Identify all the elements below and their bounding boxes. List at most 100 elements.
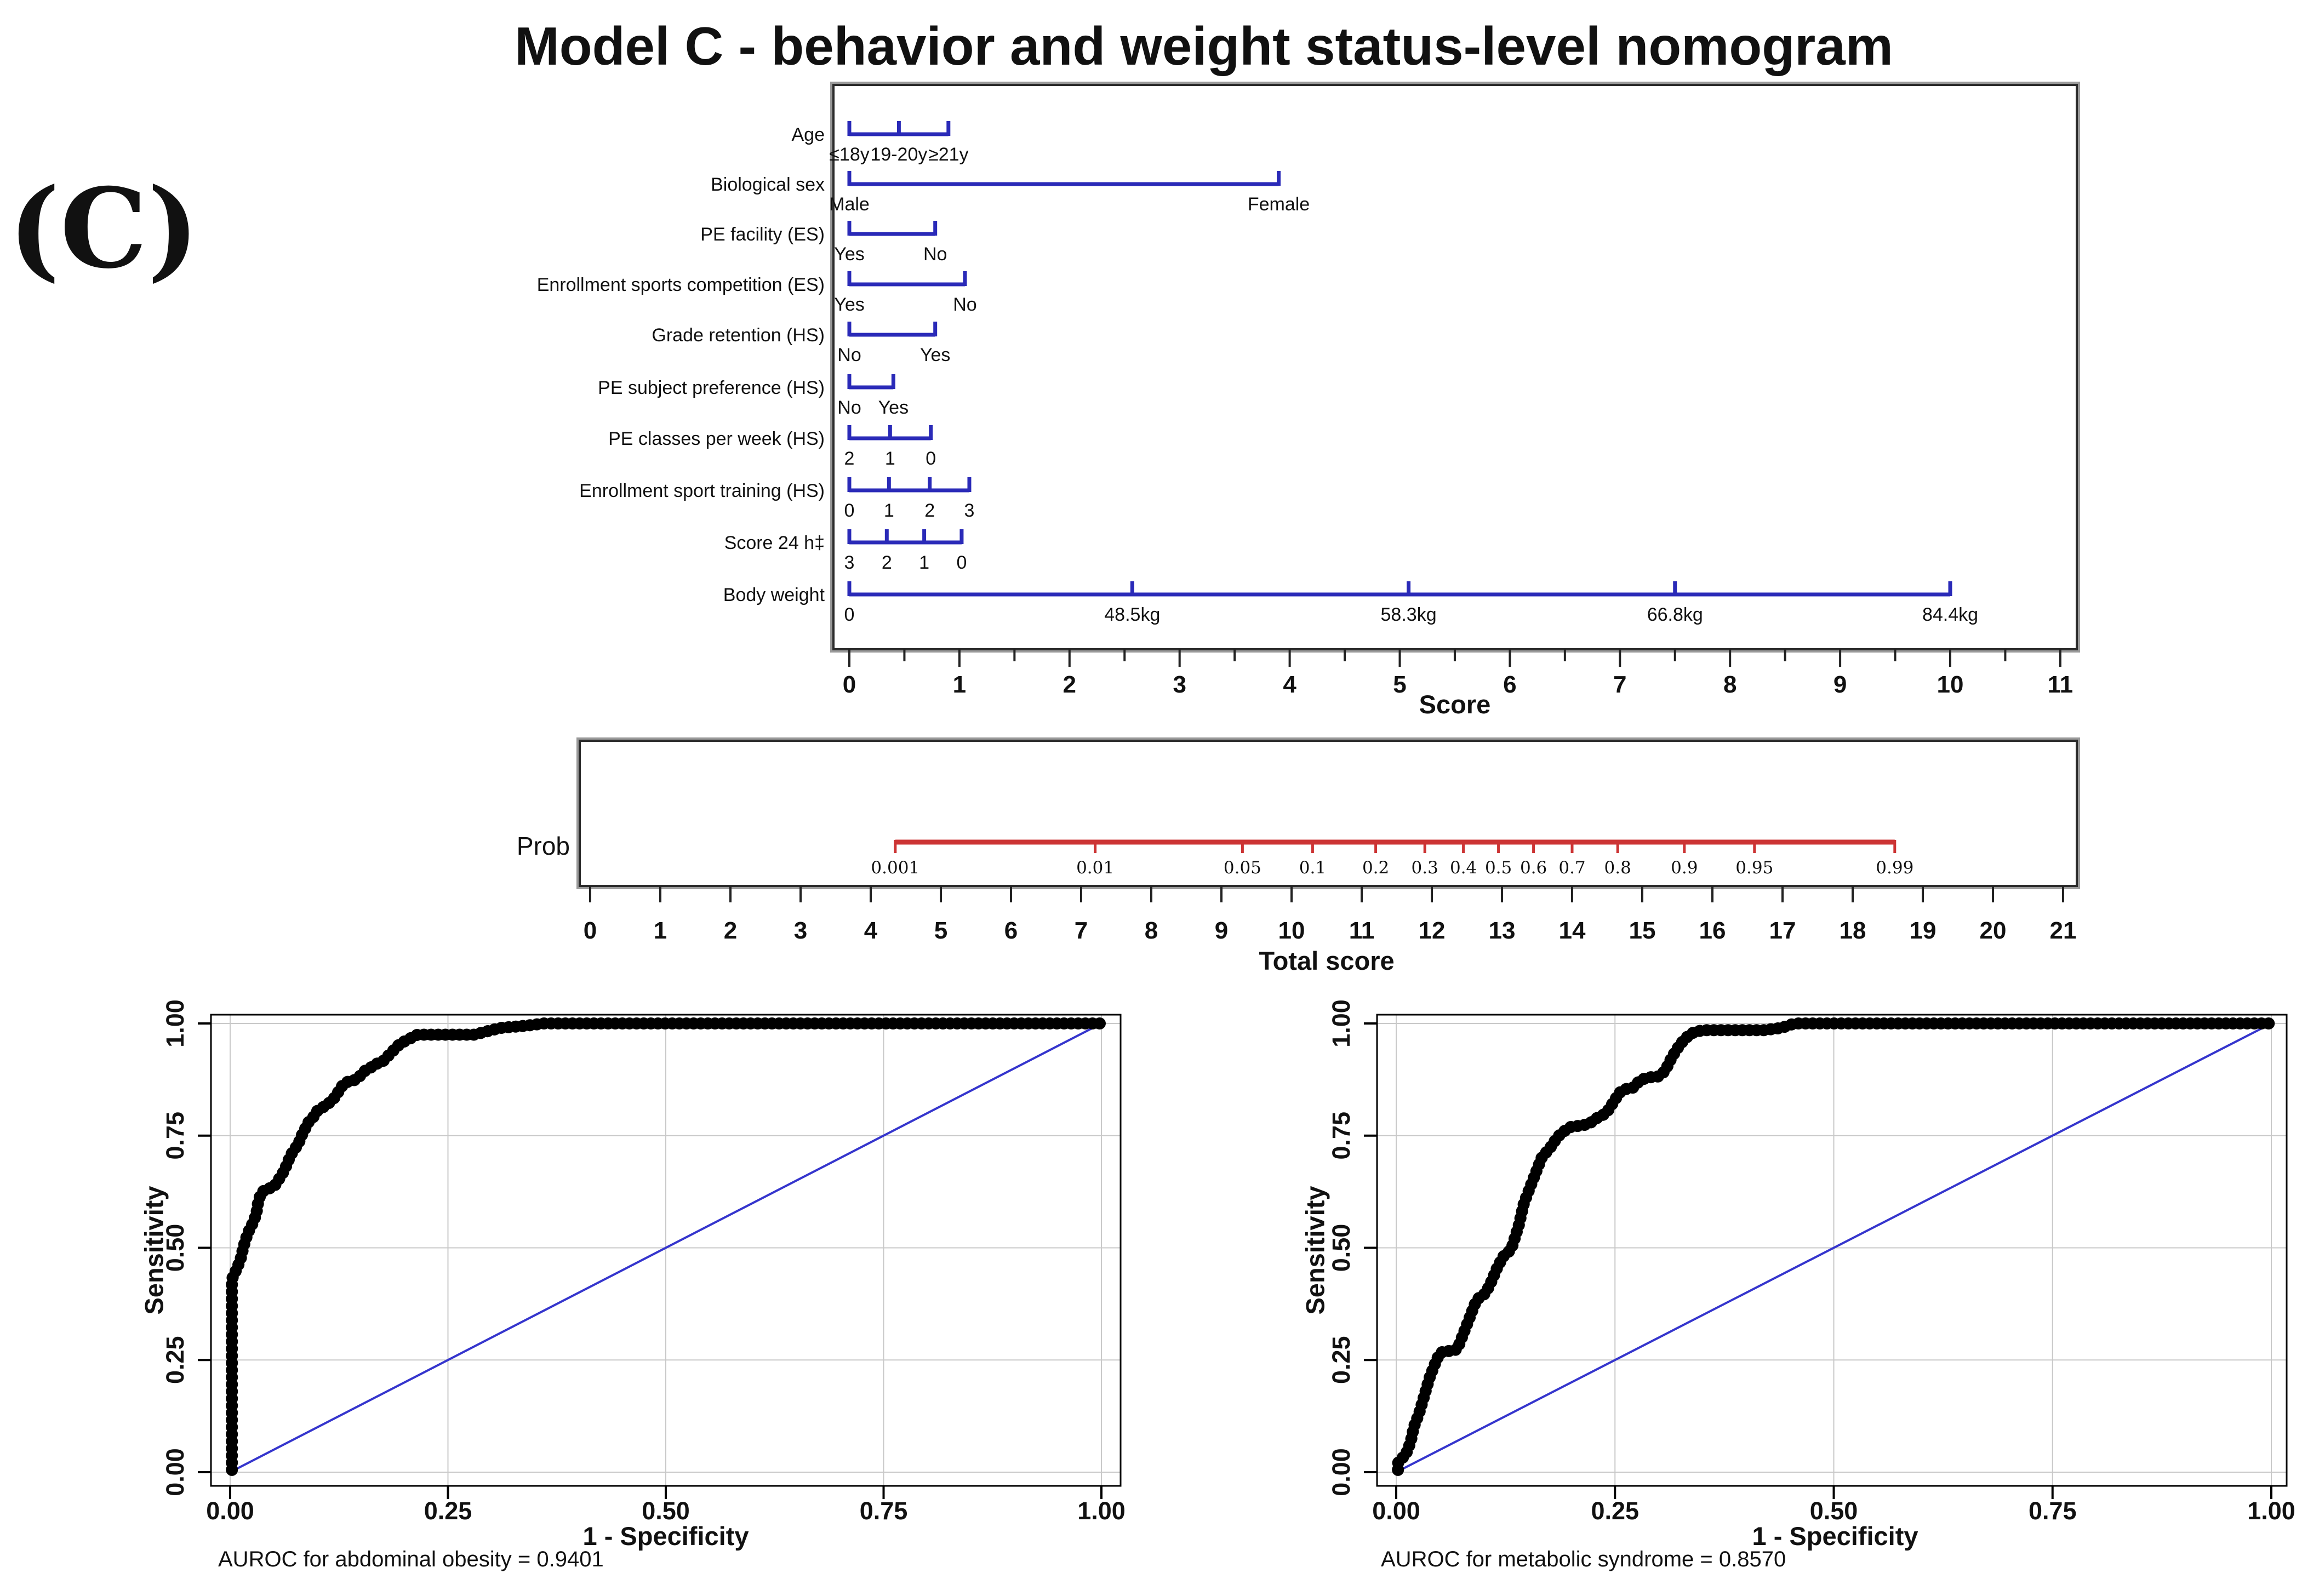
score-tick-label: 2 [1063, 671, 1076, 698]
total-score-tick-label: 6 [1004, 917, 1018, 944]
row-tick-label: 48.5kg [1104, 604, 1160, 625]
nomogram-row: Yes No Enrollment sports competition (ES) [537, 271, 977, 315]
roc-x-tick-label: 0.00 [206, 1497, 254, 1525]
row-tick-label: 2 [924, 500, 935, 521]
row-variable-label: PE classes per week (HS) [608, 428, 825, 449]
roc-y-tick-label: 0.00 [161, 1448, 189, 1496]
nomogram-row: No Yes Grade retention (HS) [652, 322, 950, 365]
roc-plot-abdominal-obesity: 0.00 0.00 0.25 0.25 0.50 0.50 0.75 0.75 1.00 1.00 [161, 999, 1126, 1525]
total-score-tick-label: 2 [724, 917, 737, 944]
row-tick-label: 0 [956, 552, 967, 573]
score-tick-label: 11 [2048, 671, 2073, 698]
roc-right-ylabel: Sensitivity [1300, 1186, 1330, 1315]
roc-x-tick-label: 0.75 [2029, 1497, 2077, 1525]
row-tick-label: 2 [882, 552, 892, 573]
row-tick-label: ≥21y [928, 144, 968, 165]
prob-tick-label: 0.99 [1876, 858, 1913, 878]
prob-tick-label: 0.5 [1485, 858, 1512, 878]
total-score-tick-label: 19 [1910, 917, 1937, 944]
total-score-tick-label: 10 [1278, 917, 1305, 944]
total-score-tick-label: 13 [1489, 917, 1516, 944]
roc-axes: 0.00 0.00 0.25 0.25 0.50 0.50 0.75 0.75 1.00 1.00 [1327, 999, 2295, 1525]
total-score-tick-label: 1 [654, 917, 667, 944]
total-score-tick-label: 21 [2050, 917, 2077, 944]
row-variable-label: Biological sex [711, 174, 825, 195]
row-tick-label: No [923, 244, 947, 265]
total-score-tick-label: 17 [1769, 917, 1796, 944]
row-tick-label: 19-20y [870, 144, 927, 165]
total-score-tick-label: 18 [1840, 917, 1866, 944]
row-tick-label: Female [1248, 194, 1310, 215]
roc-curve [226, 1017, 1107, 1476]
roc-right-xlabel: 1 - Specificity [1752, 1521, 1918, 1551]
roc-left-caption: AUROC for abdominal obesity = 0.9401 [218, 1547, 604, 1571]
total-score-tick-label: 3 [794, 917, 807, 944]
prob-tick-label: 0.2 [1362, 858, 1389, 878]
row-variable-label: PE subject preference (HS) [598, 377, 825, 398]
row-tick-label: 3 [844, 552, 855, 573]
row-tick-label: 1 [884, 500, 894, 521]
row-tick-label: Yes [878, 397, 909, 418]
roc-y-tick-label: 0.25 [1327, 1336, 1355, 1384]
nomogram-row: No Yes PE subject preference (HS) [598, 374, 909, 418]
nomogram-row: Male Female Biological sex [711, 171, 1310, 215]
probability-panel: 0.001 0.01 0.05 0.1 0.2 0.3 0.4 0.5 0.6 0.7 0.8 0.9… [576, 737, 2080, 944]
roc-x-tick-label: 0.50 [642, 1497, 690, 1525]
row-tick-label: 1 [919, 552, 929, 573]
nomogram-row: ≤18y 19-20y ≥21y Age [792, 121, 969, 165]
row-tick-label: 3 [964, 500, 975, 521]
roc-right-caption: AUROC for metabolic syndrome = 0.8570 [1381, 1547, 1786, 1571]
score-tick-label: 9 [1833, 671, 1847, 698]
row-tick-label: Male [829, 194, 870, 215]
nomogram-panel: ≤18y 19-20y ≥21y Age Male Female Biological se… [537, 82, 2080, 698]
roc-left-ylabel: Sensitivity [139, 1186, 169, 1315]
roc-x-tick-label: 0.50 [1810, 1497, 1858, 1525]
row-variable-label: PE facility (ES) [700, 224, 825, 245]
row-tick-label: Yes [834, 294, 864, 315]
roc-y-tick-label: 0.75 [1327, 1112, 1355, 1160]
roc-y-tick-label: 1.00 [1327, 999, 1355, 1048]
prob-tick-label: 0.05 [1224, 858, 1261, 878]
roc-diagonal [230, 1022, 1102, 1473]
total-score-axis: 0 1 2 3 4 5 6 7 8 9 10 11 12 13 14 15 16 17 18 19 20 21 [584, 886, 2077, 944]
total-score-tick-label: 11 [1349, 917, 1375, 944]
row-tick-label: 0 [926, 448, 936, 469]
roc-y-tick-label: 0.50 [161, 1224, 189, 1272]
roc-x-tick-label: 0.25 [1591, 1497, 1639, 1525]
score-tick-label: 0 [843, 671, 856, 698]
roc-x-tick-label: 1.00 [2247, 1497, 2295, 1525]
row-tick-label: No [837, 397, 861, 418]
prob-row-label: Prob [516, 832, 570, 860]
nomogram-row: Yes No PE facility (ES) [700, 221, 947, 265]
nomogram-row: 0 1 2 3 Enrollment sport training (HS) [579, 477, 974, 521]
score-tick-label: 4 [1283, 671, 1296, 698]
prob-tick-label: 0.7 [1558, 858, 1585, 878]
nomogram-frame-shadow [830, 82, 2080, 653]
panel-letter-label: (C) [8, 164, 199, 293]
roc-plot-metabolic-syndrome: 0.00 0.00 0.25 0.25 0.50 0.50 0.75 0.75 1.00 1.00 [1327, 999, 2295, 1525]
row-tick-label: 66.8kg [1647, 604, 1703, 625]
score-tick-label: 10 [1937, 671, 1964, 698]
roc-axes: 0.00 0.00 0.25 0.25 0.50 0.50 0.75 0.75 1.00 1.00 [161, 999, 1126, 1525]
total-score-tick-label: 15 [1629, 917, 1656, 944]
prob-tick-label: 0.9 [1671, 858, 1698, 878]
score-tick-label: 6 [1503, 671, 1516, 698]
row-tick-label: Yes [920, 345, 950, 365]
prob-tick-label: 0.95 [1735, 858, 1773, 878]
total-score-tick-label: 14 [1559, 917, 1586, 944]
probability-frame [579, 740, 2078, 887]
prob-tick-label: 0.3 [1412, 858, 1438, 878]
score-tick-label: 5 [1393, 671, 1406, 698]
nomogram-frame [832, 84, 2078, 650]
score-tick-label: 7 [1613, 671, 1626, 698]
row-tick-label: No [837, 345, 861, 365]
row-tick-label: 84.4kg [1922, 604, 1978, 625]
roc-x-tick-label: 0.25 [424, 1497, 472, 1525]
score-axis: 0 1 2 3 4 5 6 7 8 9 10 11 [843, 649, 2073, 698]
row-variable-label: Body weight [723, 585, 825, 605]
score-tick-label: 8 [1723, 671, 1737, 698]
row-variable-label: Age [792, 124, 825, 145]
total-score-tick-label: 8 [1145, 917, 1158, 944]
row-variable-label: Enrollment sports competition (ES) [537, 274, 825, 295]
